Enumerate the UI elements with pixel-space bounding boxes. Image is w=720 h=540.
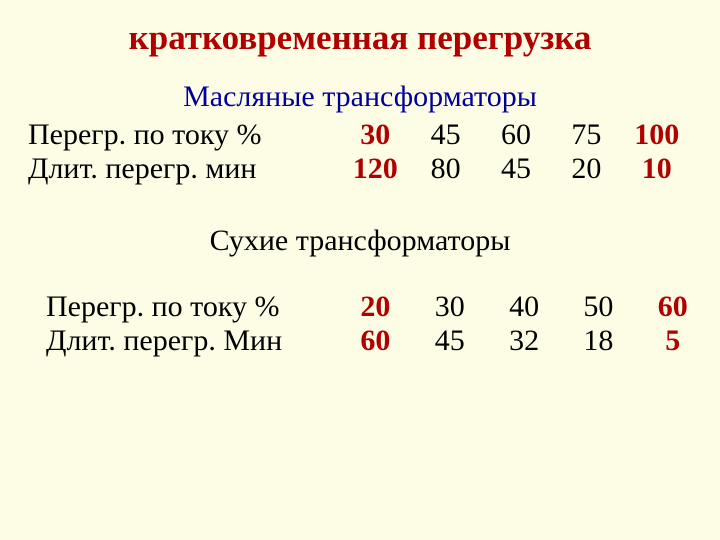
value-cell: 60 — [636, 290, 710, 324]
slide: кратковременная перегрузка Масляные тран… — [0, 0, 720, 540]
value-cell: 75 — [551, 118, 621, 152]
table-oil: Перегр. по току %30456075100Длит. перегр… — [28, 118, 692, 186]
value-cell: 10 — [622, 152, 692, 186]
spacer — [28, 262, 692, 290]
value-cell: 45 — [410, 118, 480, 152]
value-cell: 5 — [636, 324, 710, 358]
value-cell: 20 — [551, 152, 621, 186]
section1-heading: Масляные трансформаторы — [28, 80, 692, 114]
value-cell: 45 — [481, 152, 551, 186]
value-cell: 20 — [338, 290, 412, 324]
value-cell: 120 — [340, 152, 410, 186]
value-cell: 80 — [410, 152, 480, 186]
table-row: Длит. перегр. мин12080452010 — [28, 152, 692, 186]
value-cell: 60 — [481, 118, 551, 152]
value-cell: 40 — [487, 290, 561, 324]
value-cell: 32 — [487, 324, 561, 358]
value-cell: 60 — [338, 324, 412, 358]
table-row: Длит. перегр. Мин604532185 — [46, 324, 710, 358]
table-row: Перегр. по току %30456075100 — [28, 118, 692, 152]
table-dry: Перегр. по току %2030405060Длит. перегр.… — [28, 290, 710, 358]
table-row: Перегр. по току %2030405060 — [46, 290, 710, 324]
row-label: Перегр. по току % — [46, 290, 338, 324]
spacer — [28, 186, 692, 224]
value-cell: 50 — [561, 290, 635, 324]
section2-heading: Сухие трансформаторы — [28, 224, 692, 258]
row-label: Длит. перегр. Мин — [46, 324, 338, 358]
value-cell: 30 — [413, 290, 487, 324]
value-cell: 18 — [561, 324, 635, 358]
row-label: Перегр. по току % — [28, 118, 340, 152]
value-cell: 45 — [413, 324, 487, 358]
value-cell: 30 — [340, 118, 410, 152]
value-cell: 100 — [622, 118, 692, 152]
row-label: Длит. перегр. мин — [28, 152, 340, 186]
slide-title: кратковременная перегрузка — [28, 18, 692, 58]
